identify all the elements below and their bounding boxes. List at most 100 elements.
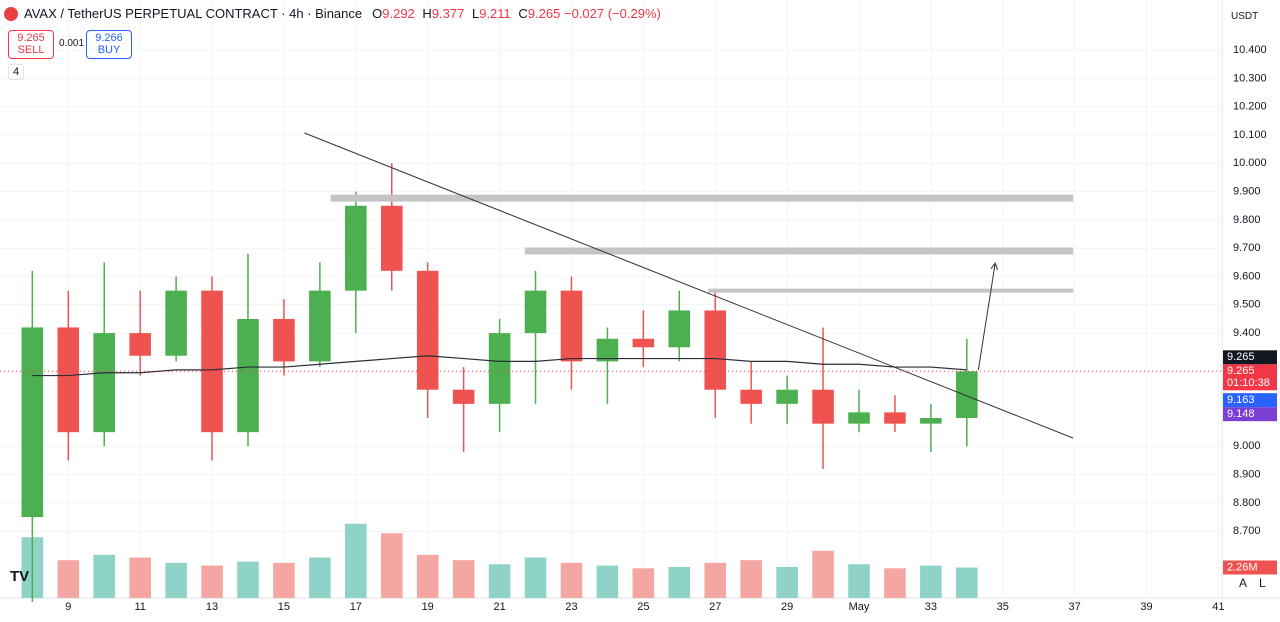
volume-bar [668,566,691,598]
candle-body [632,338,655,348]
volume-label: 2.26M [1227,561,1258,573]
currency[interactable]: USDT [1231,11,1259,22]
y-tick-label: 9.400 [1233,327,1261,339]
x-tick-label: 15 [278,601,290,613]
volume-bar [884,568,906,598]
trendline [304,132,1074,439]
candle-body [237,318,259,433]
ohlc-key: C [518,6,528,21]
volume-bar [560,562,583,598]
y-tick-label: 9.500 [1233,299,1261,311]
y-tick-label: 9.800 [1233,214,1261,226]
x-tick-label: 37 [1069,601,1081,613]
projection-arrow [977,263,996,371]
candle-body [93,333,116,433]
candle-body [309,290,331,362]
y-tick-label: 9.600 [1233,270,1261,282]
candle-body [416,270,439,390]
price-label-bg [1223,350,1277,365]
y-tick-label: 8.800 [1233,497,1261,509]
candle-body [21,327,44,518]
candle-body [668,310,691,348]
x-tick-label: 17 [350,601,362,613]
candle-body [165,290,187,356]
price-label: 9.265 [1227,351,1255,363]
volume-bar [848,564,870,598]
volume-bar [345,523,367,598]
volume-bar [273,562,295,598]
sell-label: SELL [17,44,45,56]
volume-bar [201,565,223,598]
buy-button[interactable]: 9.266 BUY [86,30,132,59]
volume-bar [452,560,475,598]
candle-body [848,412,870,424]
symbol-header: AVAX / TetherUS PERPETUAL CONTRACT · 4h … [4,6,661,21]
indicators-toggle[interactable]: 4 [8,64,25,80]
price-label-bg [1223,407,1277,422]
x-tick-label: 21 [493,601,505,613]
volume-bar [596,565,619,598]
volume-bar [380,533,403,598]
x-tick-label: 11 [134,601,145,613]
candle-body [884,412,906,424]
y-tick-label: 10.400 [1233,44,1267,56]
candle-body [812,389,834,424]
ohlc-value: 9.377 [431,6,465,21]
volume-bar [812,550,834,598]
ohlc-key: H [422,6,432,21]
y-tick-label: 10.000 [1233,157,1267,169]
auto-scale[interactable]: A [1239,576,1248,590]
y-tick-label: 8.700 [1233,525,1261,537]
candle-body [740,389,762,404]
candle-body [776,389,798,404]
price-label: 9.163 [1227,394,1255,406]
volume-bar [524,557,547,598]
volume-bar [416,554,439,598]
symbol-title[interactable]: AVAX / TetherUS PERPETUAL CONTRACT · 4h … [24,6,363,21]
candle-body [596,338,619,362]
candle-body [956,371,978,419]
price-label: 9.265 [1227,365,1255,377]
volume-bar [309,557,331,598]
candle-body [452,389,475,404]
log-scale[interactable]: L [1259,576,1266,590]
volume-bar [956,567,978,598]
y-tick-label: 10.200 [1233,101,1267,113]
x-tick-label: 25 [637,601,649,613]
candle-body [524,290,547,334]
y-tick-label: 9.000 [1233,440,1261,452]
ohlc-key: O [372,6,383,21]
x-tick-label: 39 [1140,601,1152,613]
coin-logo [4,6,18,21]
moving-average [32,355,967,377]
y-tick-label: 10.100 [1233,129,1267,141]
y-tick-label: 9.700 [1233,242,1261,254]
x-tick-label: 27 [709,601,721,613]
sell-button[interactable]: 9.265 SELL [8,30,54,59]
volume-bar [237,561,259,598]
volume-bar [488,564,511,598]
countdown: 01:10:38 [1227,377,1270,389]
ohlc-legend: O9.292 H9.377 L9.211 C9.265 −0.027 (−0.2… [368,6,661,21]
candle-body [704,310,727,390]
candle-body [920,418,942,424]
volume-bar [93,554,116,598]
buy-label: BUY [97,44,121,56]
volume-bar [57,560,80,598]
x-tick-label: 41 [1212,601,1224,613]
price-label-bg [1223,364,1277,391]
sell-price: 9.265 [17,32,45,44]
ohlc-value: 9.292 [382,6,415,21]
volume-bar [920,565,942,598]
x-tick-label: 13 [206,601,218,613]
x-tick-label: May [849,601,870,613]
candle-body [201,290,223,433]
x-tick-label: 23 [565,601,577,613]
ohlc-value: 9.265 [527,6,561,21]
tv-logo: TV [10,568,30,585]
candle-body [129,333,151,356]
x-tick-label: 29 [781,601,793,613]
buy-price: 9.266 [95,32,123,44]
price-label: 9.148 [1227,408,1255,420]
